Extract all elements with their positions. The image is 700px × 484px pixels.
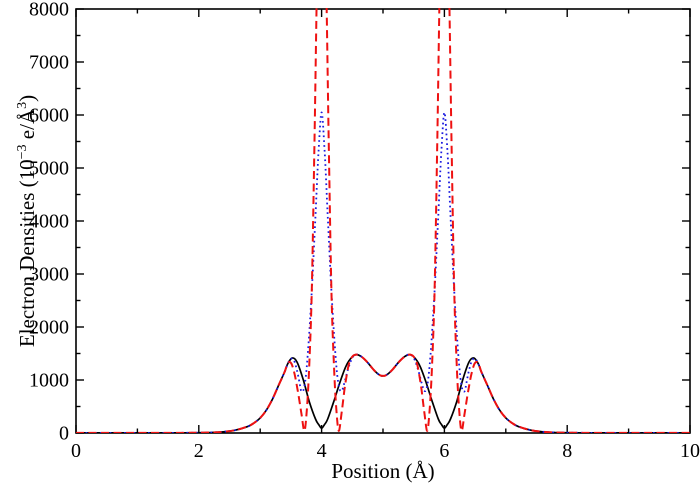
series-solid-black-curve xyxy=(76,353,690,433)
y-tick-label: 7000 xyxy=(29,52,69,74)
y-tick-label: 5000 xyxy=(29,158,69,180)
axis-ticks xyxy=(75,8,691,434)
tick-labels: 0 2 4 6 8 10 0 1000 2000 3000 4000 5000 6000 7000 8000 xyxy=(29,0,700,462)
x-tick-label: 10 xyxy=(680,440,700,462)
x-tick-label: 4 xyxy=(317,440,327,462)
x-tick-label: 8 xyxy=(562,440,572,462)
plot-frame xyxy=(75,8,691,434)
x-axis-title: Position (Å) xyxy=(331,459,434,483)
y-tick-label: 1000 xyxy=(29,370,69,392)
y-tick-label: 8000 xyxy=(29,0,69,21)
x-tick-label: 0 xyxy=(71,440,81,462)
y-axis-title: Electron Densities (10−3 e/Å3) xyxy=(15,95,39,347)
y-tick-label: 3000 xyxy=(29,264,69,286)
y-tick-label: 2000 xyxy=(29,317,69,339)
y-tick-label: 0 xyxy=(59,423,69,445)
x-tick-label: 6 xyxy=(439,440,449,462)
series-dashed-red-curve xyxy=(76,8,690,433)
y-tick-label: 6000 xyxy=(29,105,69,127)
series-dotted-blue-curve xyxy=(76,111,690,433)
x-tick-label: 2 xyxy=(194,440,204,462)
y-tick-label: 4000 xyxy=(29,211,69,233)
